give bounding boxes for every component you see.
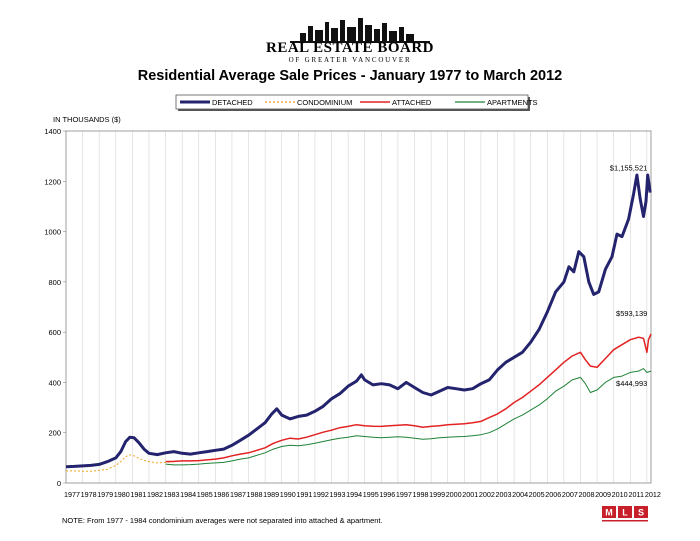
y-tick-label: 200 [48,429,61,438]
x-tick-label: 1996 [379,490,395,499]
x-tick-label: 2009 [595,490,611,499]
x-tick-label: 2003 [495,490,511,499]
x-tick-label: 1998 [413,490,429,499]
x-tick-label: 1990 [280,490,296,499]
logo-title: REAL ESTATE BOARD [266,40,434,56]
legend-shadow [528,97,530,111]
value-label: $593,139 [616,309,647,318]
x-tick-label: 1978 [81,490,97,499]
real-estate-board-logo-icon [290,18,430,43]
x-tick-label: 1982 [147,490,163,499]
x-tick-label: 1983 [164,490,180,499]
x-tick-label: 1980 [114,490,130,499]
legend-label: DETACHED [212,98,253,107]
y-tick-label: 1000 [44,228,61,237]
series-lines [65,173,652,472]
legend-label: APARTMENTS [487,98,538,107]
x-tick-label: 2004 [512,490,528,499]
series-line-detached [65,173,652,469]
y-tick-label: 400 [48,378,61,387]
value-label: $1,155,521 [610,164,648,173]
chart-grid [82,131,648,483]
svg-text:M: M [605,508,613,518]
y-tick-label: 800 [48,278,61,287]
logo-subtitle: OF GREATER VANCOUVER [288,56,412,64]
svg-text:L: L [622,508,628,518]
chart-annotations: $1,155,521 $593,139 $444,993 [610,164,648,389]
x-tick-label: 1997 [396,490,412,499]
x-tick-label: 1999 [429,490,445,499]
y-tick-label: 600 [48,328,61,337]
series-line-attached [165,333,652,463]
x-tick-label: 2008 [578,490,594,499]
legend-shadow [178,109,530,111]
x-tick-label: 1985 [197,490,213,499]
svg-text:S: S [638,508,644,518]
x-axis: 1977 1978 1979 1980 1981 1982 1983 1984 1985 1986… [64,490,661,499]
x-tick-label: 2001 [462,490,478,499]
x-tick-label: 2011 [629,490,644,499]
legend-label: CONDOMINIUM [297,98,352,107]
x-tick-label: 1995 [363,490,379,499]
x-tick-label: 2010 [612,490,628,499]
mls-logo-icon: M L S [602,506,648,522]
y-tick-label: 1400 [44,127,61,136]
x-tick-label: 2007 [562,490,578,499]
x-tick-label: 1979 [97,490,113,499]
plot-area [65,130,652,484]
chart-legend: DETACHED CONDOMINIUM ATTACHED APARTMENTS [175,94,538,111]
y-axis-label: IN THOUSANDS ($) [53,115,121,124]
x-tick-label: 1986 [213,490,229,499]
x-tick-label: 1984 [180,490,196,499]
y-tick-label: 1200 [44,177,61,186]
x-tick-label: 1987 [230,490,246,499]
x-tick-label: 1994 [346,490,362,499]
x-tick-label: 2002 [479,490,495,499]
x-tick-label: 2006 [545,490,561,499]
x-tick-label: 1992 [313,490,329,499]
x-tick-label: 1981 [130,490,146,499]
value-label: $444,993 [616,379,647,388]
y-tick-label: 0 [57,479,61,488]
x-tick-label: 1988 [247,490,263,499]
x-tick-label: 2012 [645,490,661,499]
y-axis: 0 200 400 600 800 1000 1200 1400 [44,127,66,488]
x-tick-label: 1993 [330,490,346,499]
x-tick-label: 1989 [263,490,279,499]
x-tick-label: 2005 [529,490,545,499]
x-tick-label: 1977 [64,490,80,499]
footnote: NOTE: From 1977 - 1984 condominium avera… [62,516,383,525]
series-line-apartments [165,368,652,466]
x-tick-label: 1991 [296,490,312,499]
legend-label: ATTACHED [392,98,432,107]
x-tick-label: 2000 [446,490,462,499]
chart-title: Residential Average Sale Prices - Januar… [137,68,563,84]
series-line-condominium [66,454,183,472]
